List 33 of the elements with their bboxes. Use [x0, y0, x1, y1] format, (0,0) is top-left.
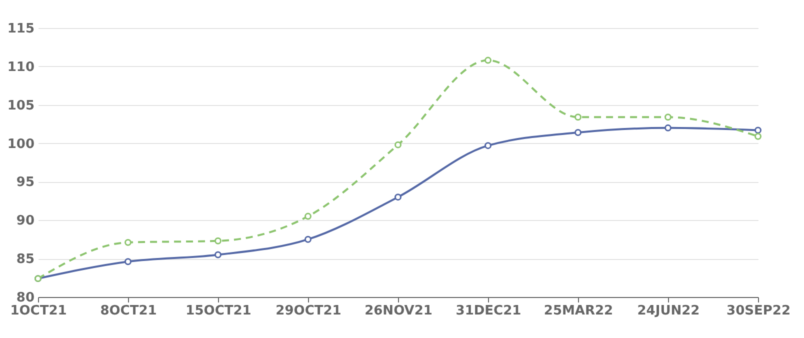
point [754, 132, 762, 140]
x-tick-label: 8OCT21 [100, 304, 157, 318]
point [574, 114, 582, 121]
point [304, 212, 312, 220]
point [124, 258, 132, 266]
y-tick-label: 85 [16, 252, 34, 268]
y-tick-label: 80 [16, 290, 34, 306]
point [214, 251, 222, 258]
y-tick-label: 115 [7, 22, 34, 36]
y-tick-label: 105 [7, 98, 34, 114]
point [394, 141, 402, 148]
y-tick-label: 110 [7, 60, 34, 75]
y-tick-label: 95 [16, 175, 34, 190]
x-tick-label: 25MAR22 [544, 304, 614, 318]
point [394, 194, 402, 201]
point [124, 238, 132, 246]
x-tick-label: 29OCT21 [276, 304, 342, 318]
y-tick-label: 100 [7, 136, 34, 152]
x-tick-label: 1OCT21 [10, 304, 67, 318]
point [484, 142, 492, 150]
y-tick-label: 90 [16, 214, 34, 229]
x-tick-label: 26NOV21 [364, 304, 432, 318]
point [484, 56, 492, 64]
point [214, 237, 222, 244]
point [664, 114, 672, 121]
point [664, 124, 672, 132]
point [574, 129, 582, 136]
point [754, 126, 762, 134]
point [304, 236, 312, 243]
x-tick-label: 15OCT21 [186, 304, 252, 318]
x-tick-label: 30SEP22 [726, 304, 790, 318]
x-tick-label: 24JUN22 [637, 304, 700, 318]
x-tick-label: 31DEC21 [456, 304, 522, 318]
